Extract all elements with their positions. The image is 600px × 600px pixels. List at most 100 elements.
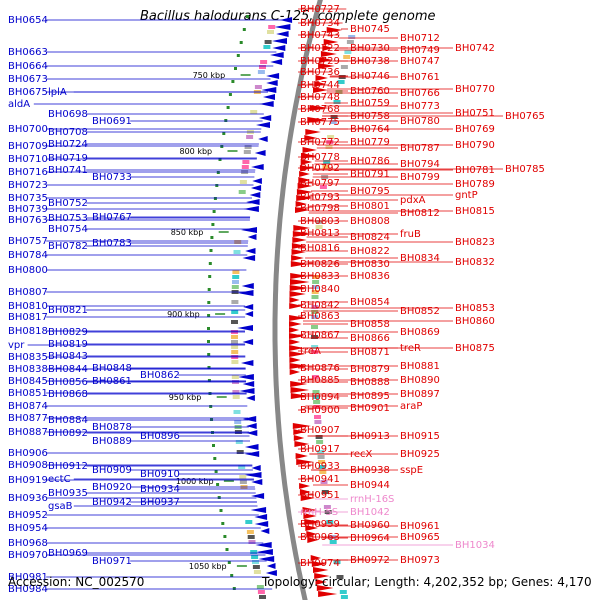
gene-label[interactable]: BH0971 — [92, 556, 132, 567]
gene-label[interactable]: BH0856 — [48, 377, 88, 388]
gene-label[interactable]: BH0890 — [400, 375, 440, 386]
gene-label[interactable]: BH0738 — [350, 56, 390, 67]
gene-label[interactable]: BH0813 — [300, 228, 340, 239]
gene-label[interactable]: BH0959 — [300, 519, 340, 530]
gene-label[interactable]: lplA — [48, 87, 67, 98]
gene-label[interactable]: BH0869 — [400, 327, 440, 338]
gene-label[interactable]: recX — [350, 449, 373, 460]
gene-label[interactable]: BH0879 — [350, 364, 390, 375]
gene-label[interactable]: fruB — [400, 229, 421, 240]
gene-label[interactable]: BH0833 — [300, 271, 340, 282]
gene-label[interactable]: BH0789 — [455, 179, 495, 190]
gene-label[interactable]: BH0782 — [48, 241, 88, 252]
gene-label[interactable]: BH0803 — [300, 216, 340, 227]
gene-label[interactable]: BH0793 — [300, 192, 340, 203]
gene-label[interactable]: BH0941 — [300, 474, 340, 485]
gene-label[interactable]: BH0812 — [400, 208, 440, 219]
gene-label[interactable]: BH0742 — [455, 43, 495, 54]
gene-label[interactable]: BH0752 — [48, 198, 88, 209]
gene-label[interactable]: BH0954 — [8, 523, 48, 534]
gene-label[interactable]: BH0784 — [8, 250, 48, 261]
gene-label[interactable]: BH0807 — [8, 287, 48, 298]
gene-label[interactable]: BH0933 — [300, 461, 340, 472]
gene-label[interactable]: treA — [300, 346, 321, 357]
gene-label[interactable]: BH0746 — [350, 71, 390, 82]
gene-label[interactable]: BH0852 — [400, 306, 440, 317]
gene-label[interactable]: BH0944 — [350, 480, 390, 491]
gene-label[interactable]: BH0842 — [300, 300, 340, 311]
gene-label[interactable]: BH0915 — [400, 431, 440, 442]
gene-label[interactable]: BH0785 — [505, 164, 545, 175]
gene-label[interactable]: BH0744 — [300, 80, 340, 91]
gene-label[interactable]: BH0736 — [300, 67, 340, 78]
gene-label[interactable]: BH0877 — [8, 413, 48, 424]
gene-label[interactable]: BH0920 — [92, 482, 132, 493]
gene-label[interactable]: BH0824 — [350, 232, 390, 243]
gene-label[interactable]: BH0747 — [400, 56, 440, 67]
gene-label[interactable]: BH0896 — [140, 431, 180, 442]
gene-label[interactable]: BH0917 — [300, 444, 340, 455]
gene-label[interactable]: BH0836 — [350, 271, 390, 282]
gene-label[interactable]: BH0835 — [8, 352, 48, 363]
gene-label[interactable]: BH0772 — [300, 137, 340, 148]
gene-label[interactable]: BH0906 — [8, 448, 48, 459]
gene-label[interactable]: BH0716 — [8, 167, 48, 178]
gene-label[interactable]: BH0783 — [92, 238, 132, 249]
gene-label[interactable]: BH0663 — [8, 47, 48, 58]
gene-label[interactable]: BH0759 — [350, 98, 390, 109]
gene-label[interactable]: gntP — [455, 190, 478, 201]
gene-label[interactable]: BH0654 — [8, 15, 48, 26]
gene-label[interactable]: BH0840 — [300, 284, 340, 295]
gene-label[interactable]: treR — [400, 343, 421, 354]
gene-label[interactable]: BH0848 — [92, 363, 132, 374]
gene-label[interactable]: BH0912 — [48, 461, 88, 472]
gene-label[interactable]: BH0908 — [8, 460, 48, 471]
gene-label[interactable]: BH0894 — [300, 392, 340, 403]
gene-label[interactable]: BH0779 — [350, 137, 390, 148]
gene-label[interactable]: araP — [400, 401, 422, 412]
gene-label[interactable]: BH0794 — [400, 159, 440, 170]
gene-label[interactable]: BH0823 — [455, 237, 495, 248]
gene-label[interactable]: BH0919 — [8, 475, 48, 486]
gene-label[interactable]: BH0829 — [48, 327, 88, 338]
gene-label[interactable]: BH0664 — [8, 61, 48, 72]
gene-label[interactable]: BH0878 — [92, 422, 132, 433]
gene-label[interactable]: BH0727 — [300, 4, 340, 15]
gene-label[interactable]: BH0934 — [140, 484, 180, 495]
gene-label[interactable]: BH0729 — [300, 56, 340, 67]
gene-label[interactable]: BH0673 — [8, 74, 48, 85]
gene-label[interactable]: BH0885 — [300, 375, 340, 386]
gene-label[interactable]: BH1042 — [350, 507, 390, 518]
gene-label[interactable]: BH0795 — [350, 186, 390, 197]
gene-label[interactable]: BH0775 — [300, 117, 340, 128]
gene-label[interactable]: BH0861 — [92, 376, 132, 387]
gene-label[interactable]: BH0871 — [350, 347, 390, 358]
gene-label[interactable]: BH0960 — [350, 520, 390, 531]
gene-label[interactable]: pdxA — [400, 195, 426, 206]
gene-label[interactable]: BH0968 — [8, 538, 48, 549]
gene-label[interactable]: BH0830 — [350, 259, 390, 270]
gene-label[interactable]: BH0764 — [350, 124, 390, 135]
gene-label[interactable]: BH0858 — [350, 319, 390, 330]
gene-label[interactable]: BH0710 — [8, 154, 48, 165]
gene-label[interactable]: BH0972 — [350, 555, 390, 566]
gene-label[interactable]: BH0741 — [48, 165, 88, 176]
gene-label[interactable]: BH0801 — [350, 201, 390, 212]
gene-label[interactable]: ectC — [48, 474, 71, 485]
gene-label[interactable]: BH0815 — [455, 206, 495, 217]
gene-label[interactable]: BH0900 — [300, 405, 340, 416]
gene-label[interactable]: BH0791 — [350, 169, 390, 180]
gene-label[interactable]: BH0963 — [300, 532, 340, 543]
gene-label[interactable]: BH0724 — [48, 139, 88, 150]
gene-label[interactable]: BH0876 — [300, 363, 340, 374]
gene-label[interactable]: BH0845 — [8, 376, 48, 387]
gene-label[interactable]: BH0961 — [400, 521, 440, 532]
gene-label[interactable]: BH0826 — [300, 259, 340, 270]
gene-label[interactable]: BH0751 — [455, 108, 495, 119]
gene-label[interactable]: BH0798 — [300, 203, 340, 214]
gene-label[interactable]: BH0770 — [455, 84, 495, 95]
gene-label[interactable]: sspE — [400, 465, 423, 476]
gene-label[interactable]: BH0778 — [300, 152, 340, 163]
gene-label[interactable]: BH0735 — [8, 193, 48, 204]
gene-label[interactable]: BH0860 — [455, 316, 495, 327]
